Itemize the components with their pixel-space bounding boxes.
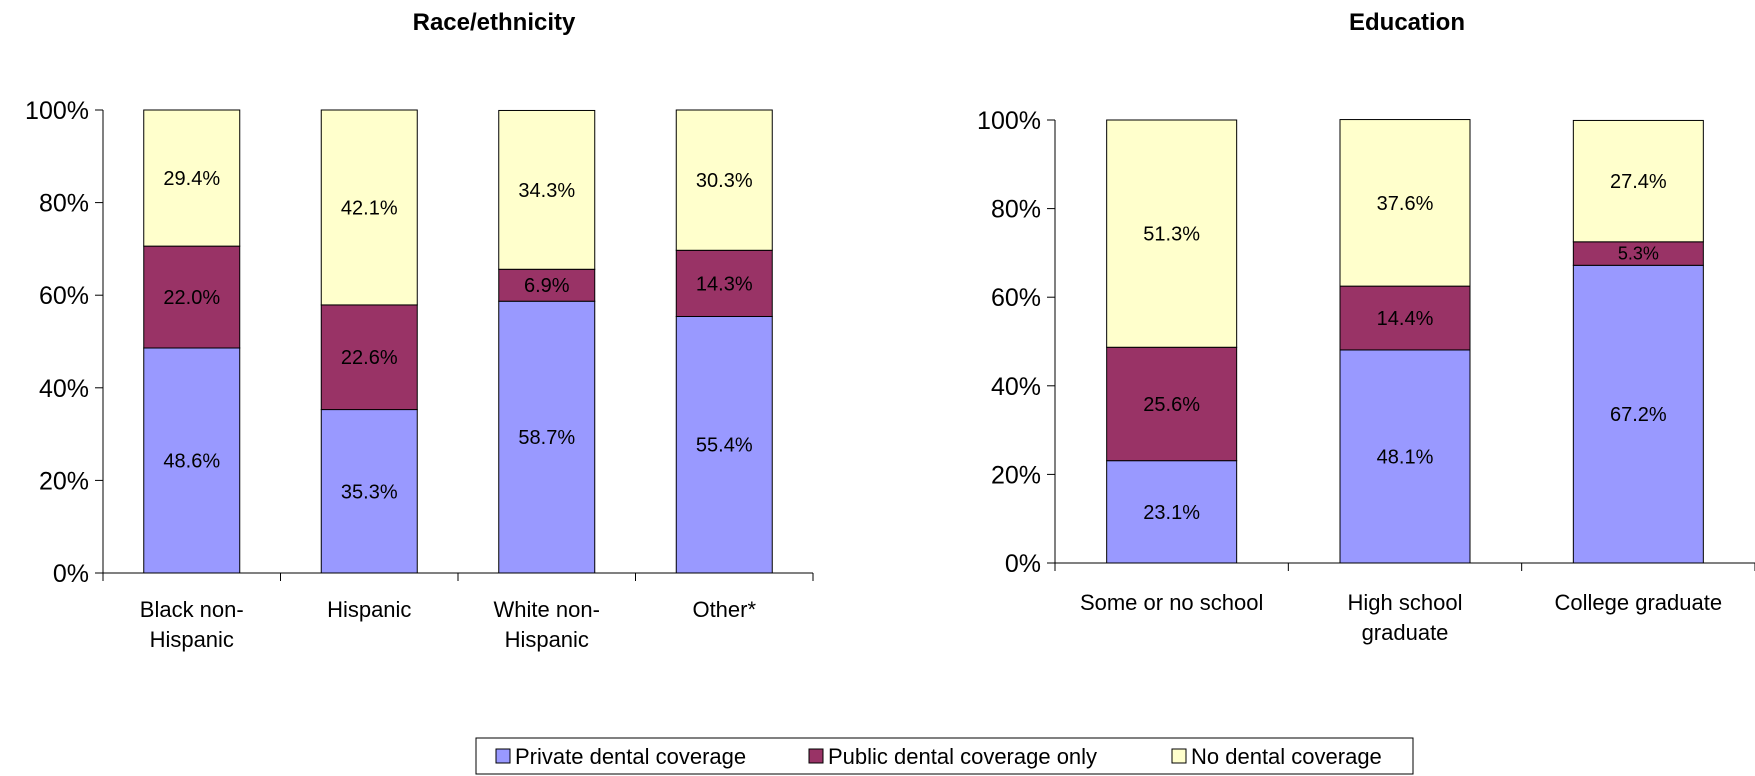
chart-race-ethnicity: Race/ethnicity 0% 20% 40% 60% 80% 100% 48.6% 22.… <box>25 9 814 652</box>
bar-segment <box>143 245 241 349</box>
x-tick-label: Other* <box>692 597 756 622</box>
legend-label: Public dental coverage only <box>828 744 1097 769</box>
x-tick-label: White non- <box>494 597 600 622</box>
bar-segment <box>675 315 773 574</box>
x-tick-label: Hispanic <box>150 627 234 652</box>
x-tick-label: High school <box>1348 590 1463 615</box>
data-label: 22.6% <box>341 347 398 369</box>
legend-label: No dental coverage <box>1191 744 1382 769</box>
x-tick-label: Hispanic <box>327 597 411 622</box>
y-tick-label: 20% <box>991 461 1041 489</box>
bar-segment <box>1339 119 1471 287</box>
chart-title: Race/ethnicity <box>413 9 576 36</box>
legend-swatch <box>495 748 511 764</box>
bar-segment <box>1106 460 1238 564</box>
data-label: 51.3% <box>1143 224 1200 246</box>
y-tick-label: 60% <box>39 282 89 310</box>
y-tick-label: 20% <box>39 467 89 495</box>
bar-segment <box>1572 119 1704 243</box>
legend-label: Private dental coverage <box>515 744 746 769</box>
data-label: 67.2% <box>1610 404 1667 426</box>
data-label: 22.0% <box>163 287 220 309</box>
chart-title: Education <box>1349 9 1465 36</box>
data-label: 35.3% <box>341 481 398 503</box>
chart-education: Education 0% 20% 40% 60% 80% 100% 23.1% 25.6% 51.… <box>977 9 1755 645</box>
y-tick-label: 40% <box>39 375 89 403</box>
y-tick-label: 80% <box>39 190 89 218</box>
data-label: 5.3% <box>1618 244 1659 264</box>
bar-segment <box>498 268 596 302</box>
data-label: 30.3% <box>696 170 753 192</box>
x-tick-label: graduate <box>1362 620 1449 645</box>
data-label: 42.1% <box>341 197 398 219</box>
data-label: 48.1% <box>1377 446 1434 468</box>
data-label: 14.4% <box>1377 308 1434 330</box>
bar-segment <box>1339 349 1471 564</box>
bar-segment <box>1339 285 1471 351</box>
data-label: 55.4% <box>696 435 753 457</box>
bar-segment <box>143 109 241 247</box>
data-label: 25.6% <box>1143 394 1200 416</box>
y-tick-label: 0% <box>53 560 89 588</box>
data-label: 37.6% <box>1377 193 1434 215</box>
bar-segment <box>1572 264 1704 564</box>
bar-segment <box>498 300 596 574</box>
bar-segment <box>320 304 418 411</box>
legend-swatch <box>808 748 824 764</box>
bar-segment <box>143 347 241 574</box>
data-label: 14.3% <box>696 273 753 295</box>
x-tick-label: College graduate <box>1555 590 1723 615</box>
bar-segment <box>498 109 596 270</box>
bar-segment <box>1106 346 1238 462</box>
data-label: 48.6% <box>163 450 220 472</box>
data-label: 58.7% <box>518 427 575 449</box>
x-tick-label: Black non- <box>140 597 244 622</box>
data-label: 23.1% <box>1143 502 1200 524</box>
y-tick-label: 0% <box>1005 550 1041 578</box>
bar-segment <box>675 109 773 251</box>
y-tick-label: 40% <box>991 373 1041 401</box>
data-label: 34.3% <box>518 180 575 202</box>
legend-swatch <box>1171 748 1187 764</box>
bar-segment <box>320 109 418 306</box>
bar-segment <box>320 409 418 574</box>
data-label: 27.4% <box>1610 171 1667 193</box>
y-tick-label: 80% <box>991 196 1041 224</box>
y-tick-label: 60% <box>991 284 1041 312</box>
legend-box <box>475 737 1414 775</box>
y-tick-label: 100% <box>977 107 1041 135</box>
data-label: 6.9% <box>524 275 570 297</box>
bar-segment <box>1106 119 1238 348</box>
x-tick-label: Some or no school <box>1080 590 1263 615</box>
data-label: 29.4% <box>163 168 220 190</box>
y-tick-label: 100% <box>25 97 89 125</box>
legend: Private dental coverage Public dental cov… <box>475 737 1414 775</box>
x-tick-label: Hispanic <box>505 627 589 652</box>
